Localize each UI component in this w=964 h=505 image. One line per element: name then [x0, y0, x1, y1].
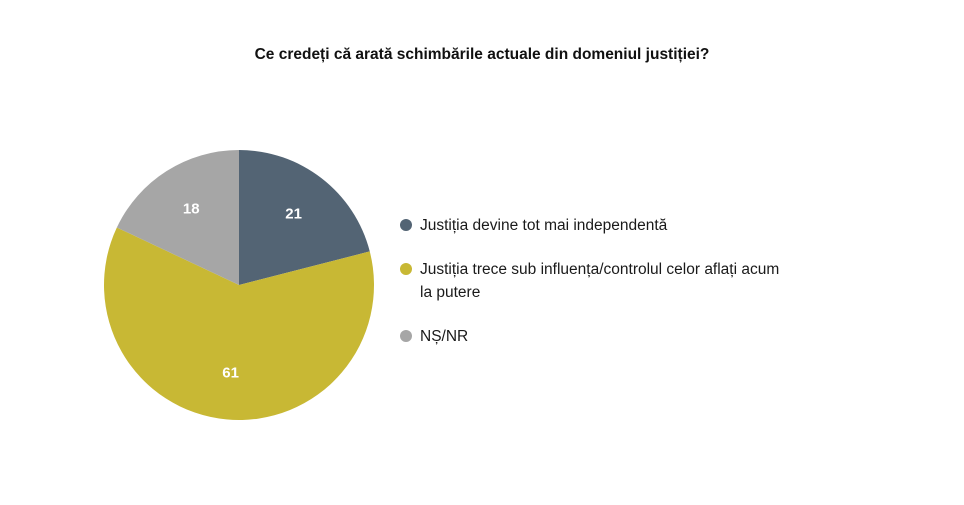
chart-title: Ce credeți că arată schimbările actuale …: [254, 46, 710, 63]
pie-slice-ns-nr: [116, 150, 239, 285]
legend-label-ns-nr: NȘ/NR: [420, 328, 469, 345]
chart-legend: Justiția devine tot mai independentă Jus…: [400, 214, 820, 369]
legend-item-independent: Justiția devine tot mai independentă: [400, 214, 820, 237]
pie-slice-influence: [104, 227, 375, 421]
legend-marker-independent: [400, 219, 412, 231]
pie-slice-independent: [239, 150, 370, 285]
pie-slice-label-influence: 61: [222, 365, 239, 382]
legend-label-independent: Justiția devine tot mai independentă: [420, 217, 668, 234]
legend-item-influence: Justiția trece sub influența/controlul c…: [400, 258, 820, 304]
legend-marker-ns-nr: [400, 330, 412, 342]
pie-slice-label-independent: 21: [285, 206, 302, 223]
legend-item-ns-nr: NȘ/NR: [400, 325, 820, 348]
legend-marker-influence: [400, 263, 412, 275]
pie-slice-label-ns-nr: 18: [183, 201, 200, 218]
legend-label-influence: Justiția trece sub influența/controlul c…: [420, 261, 780, 301]
